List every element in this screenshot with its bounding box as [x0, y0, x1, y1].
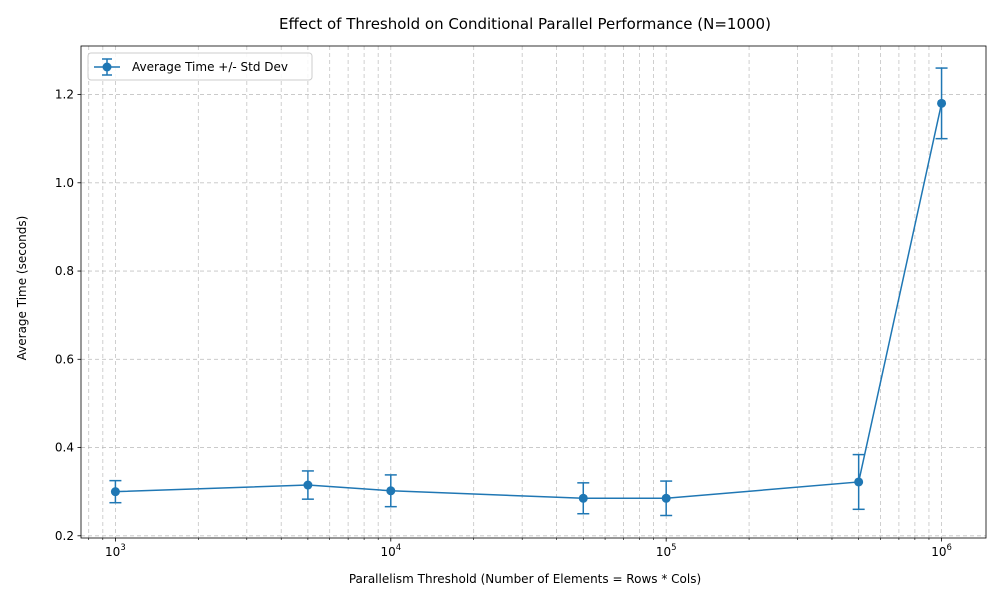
data-point: [578, 493, 588, 503]
legend: Average Time +/- Std Dev: [87, 52, 313, 81]
data-point: [386, 486, 396, 496]
grid: [81, 46, 986, 538]
axes: 103 104 105 106 0.2 0.4 0.6 0.8 1.0 1.2: [55, 45, 987, 559]
x-axis-label: Parallelism Threshold (Number of Element…: [349, 572, 701, 586]
y-tick-label: 0.8: [55, 264, 74, 278]
x-tick-label: 103: [105, 543, 126, 559]
y-tick-label: 0.6: [55, 352, 74, 366]
y-axis-label: Average Time (seconds): [15, 216, 29, 361]
x-tick-label: 106: [931, 543, 952, 559]
chart-title: Effect of Threshold on Conditional Paral…: [279, 15, 771, 33]
legend-label: Average Time +/- Std Dev: [132, 60, 288, 74]
data-point: [303, 480, 313, 490]
legend-box: [87, 52, 313, 81]
x-tick-label: 104: [380, 543, 401, 559]
y-tick-label: 1.2: [55, 88, 74, 102]
y-tick-label: 0.2: [55, 529, 74, 543]
data-point: [854, 477, 864, 487]
series-layer: [109, 67, 948, 517]
data-point: [661, 493, 671, 503]
x-tick-label: 105: [656, 543, 677, 559]
plot-frame: [80, 45, 987, 539]
legend-marker: [102, 62, 112, 72]
y-tick-label: 0.4: [55, 441, 74, 455]
data-point: [110, 487, 120, 497]
y-tick-label: 1.0: [55, 176, 74, 190]
data-point: [937, 98, 947, 108]
